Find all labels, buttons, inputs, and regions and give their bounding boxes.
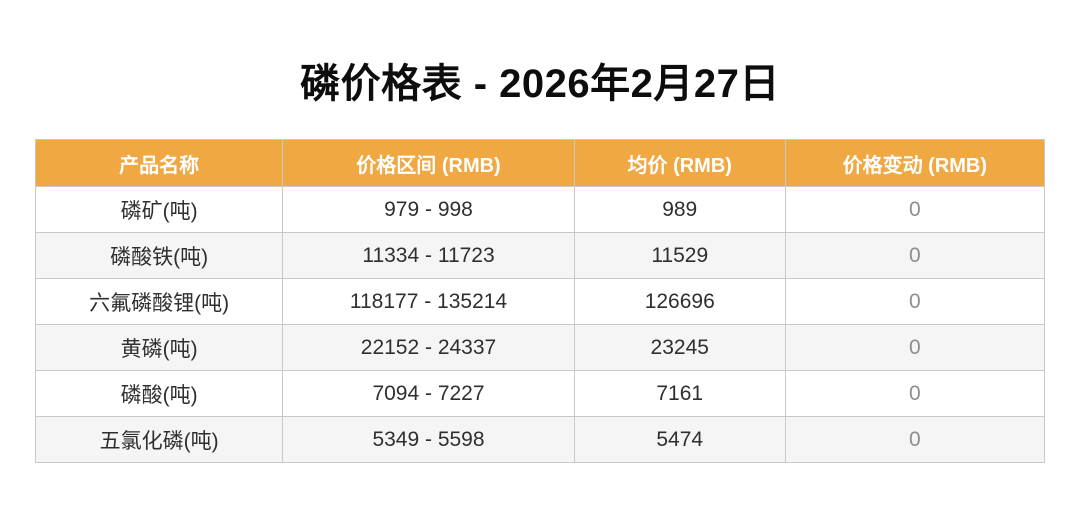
cell-product-name: 黄磷(吨) (34, 324, 284, 371)
page: 磷价格表 - 2026年2月27日 产品名称 价格区间 (RMB) 均价 (RM… (0, 62, 1080, 522)
cell-price-range: 118177 - 135214 (282, 278, 575, 325)
cell-average-price: 5474 (573, 416, 786, 463)
cell-average-price: 7161 (573, 370, 786, 417)
cell-price-change: 0 (784, 324, 1046, 371)
cell-price-range: 7094 - 7227 (282, 370, 575, 417)
table-row: 六氟磷酸锂(吨) 118177 - 135214 126696 0 (34, 278, 1046, 325)
cell-product-name: 六氟磷酸锂(吨) (34, 278, 284, 325)
column-header-price-range: 价格区间 (RMB) (282, 139, 575, 187)
table-header-row: 产品名称 价格区间 (RMB) 均价 (RMB) 价格变动 (RMB) (34, 139, 1046, 187)
cell-price-change: 0 (784, 416, 1046, 463)
cell-price-range: 11334 - 11723 (282, 232, 575, 279)
cell-average-price: 23245 (573, 324, 786, 371)
phosphorus-price-table: 产品名称 价格区间 (RMB) 均价 (RMB) 价格变动 (RMB) 磷矿(吨… (34, 139, 1046, 463)
table-row: 黄磷(吨) 22152 - 24337 23245 0 (34, 324, 1046, 371)
cell-product-name: 磷酸铁(吨) (34, 232, 284, 279)
cell-price-range: 22152 - 24337 (282, 324, 575, 371)
cell-average-price: 126696 (573, 278, 786, 325)
table-row: 磷矿(吨) 979 - 998 989 0 (34, 186, 1046, 233)
cell-price-change: 0 (784, 186, 1046, 233)
column-header-price-change: 价格变动 (RMB) (784, 139, 1046, 187)
cell-product-name: 五氯化磷(吨) (34, 416, 284, 463)
cell-average-price: 11529 (573, 232, 786, 279)
column-header-average-price: 均价 (RMB) (573, 139, 786, 187)
cell-product-name: 磷矿(吨) (34, 186, 284, 233)
cell-price-change: 0 (784, 370, 1046, 417)
column-header-product-name: 产品名称 (34, 139, 284, 187)
cell-price-range: 5349 - 5598 (282, 416, 575, 463)
cell-average-price: 989 (573, 186, 786, 233)
page-title: 磷价格表 - 2026年2月27日 (300, 62, 780, 106)
cell-product-name: 磷酸(吨) (34, 370, 284, 417)
cell-price-change: 0 (784, 232, 1046, 279)
cell-price-change: 0 (784, 278, 1046, 325)
cell-price-range: 979 - 998 (282, 186, 575, 233)
table-row: 磷酸(吨) 7094 - 7227 7161 0 (34, 370, 1046, 417)
table-row: 五氯化磷(吨) 5349 - 5598 5474 0 (34, 416, 1046, 463)
table-row: 磷酸铁(吨) 11334 - 11723 11529 0 (34, 232, 1046, 279)
